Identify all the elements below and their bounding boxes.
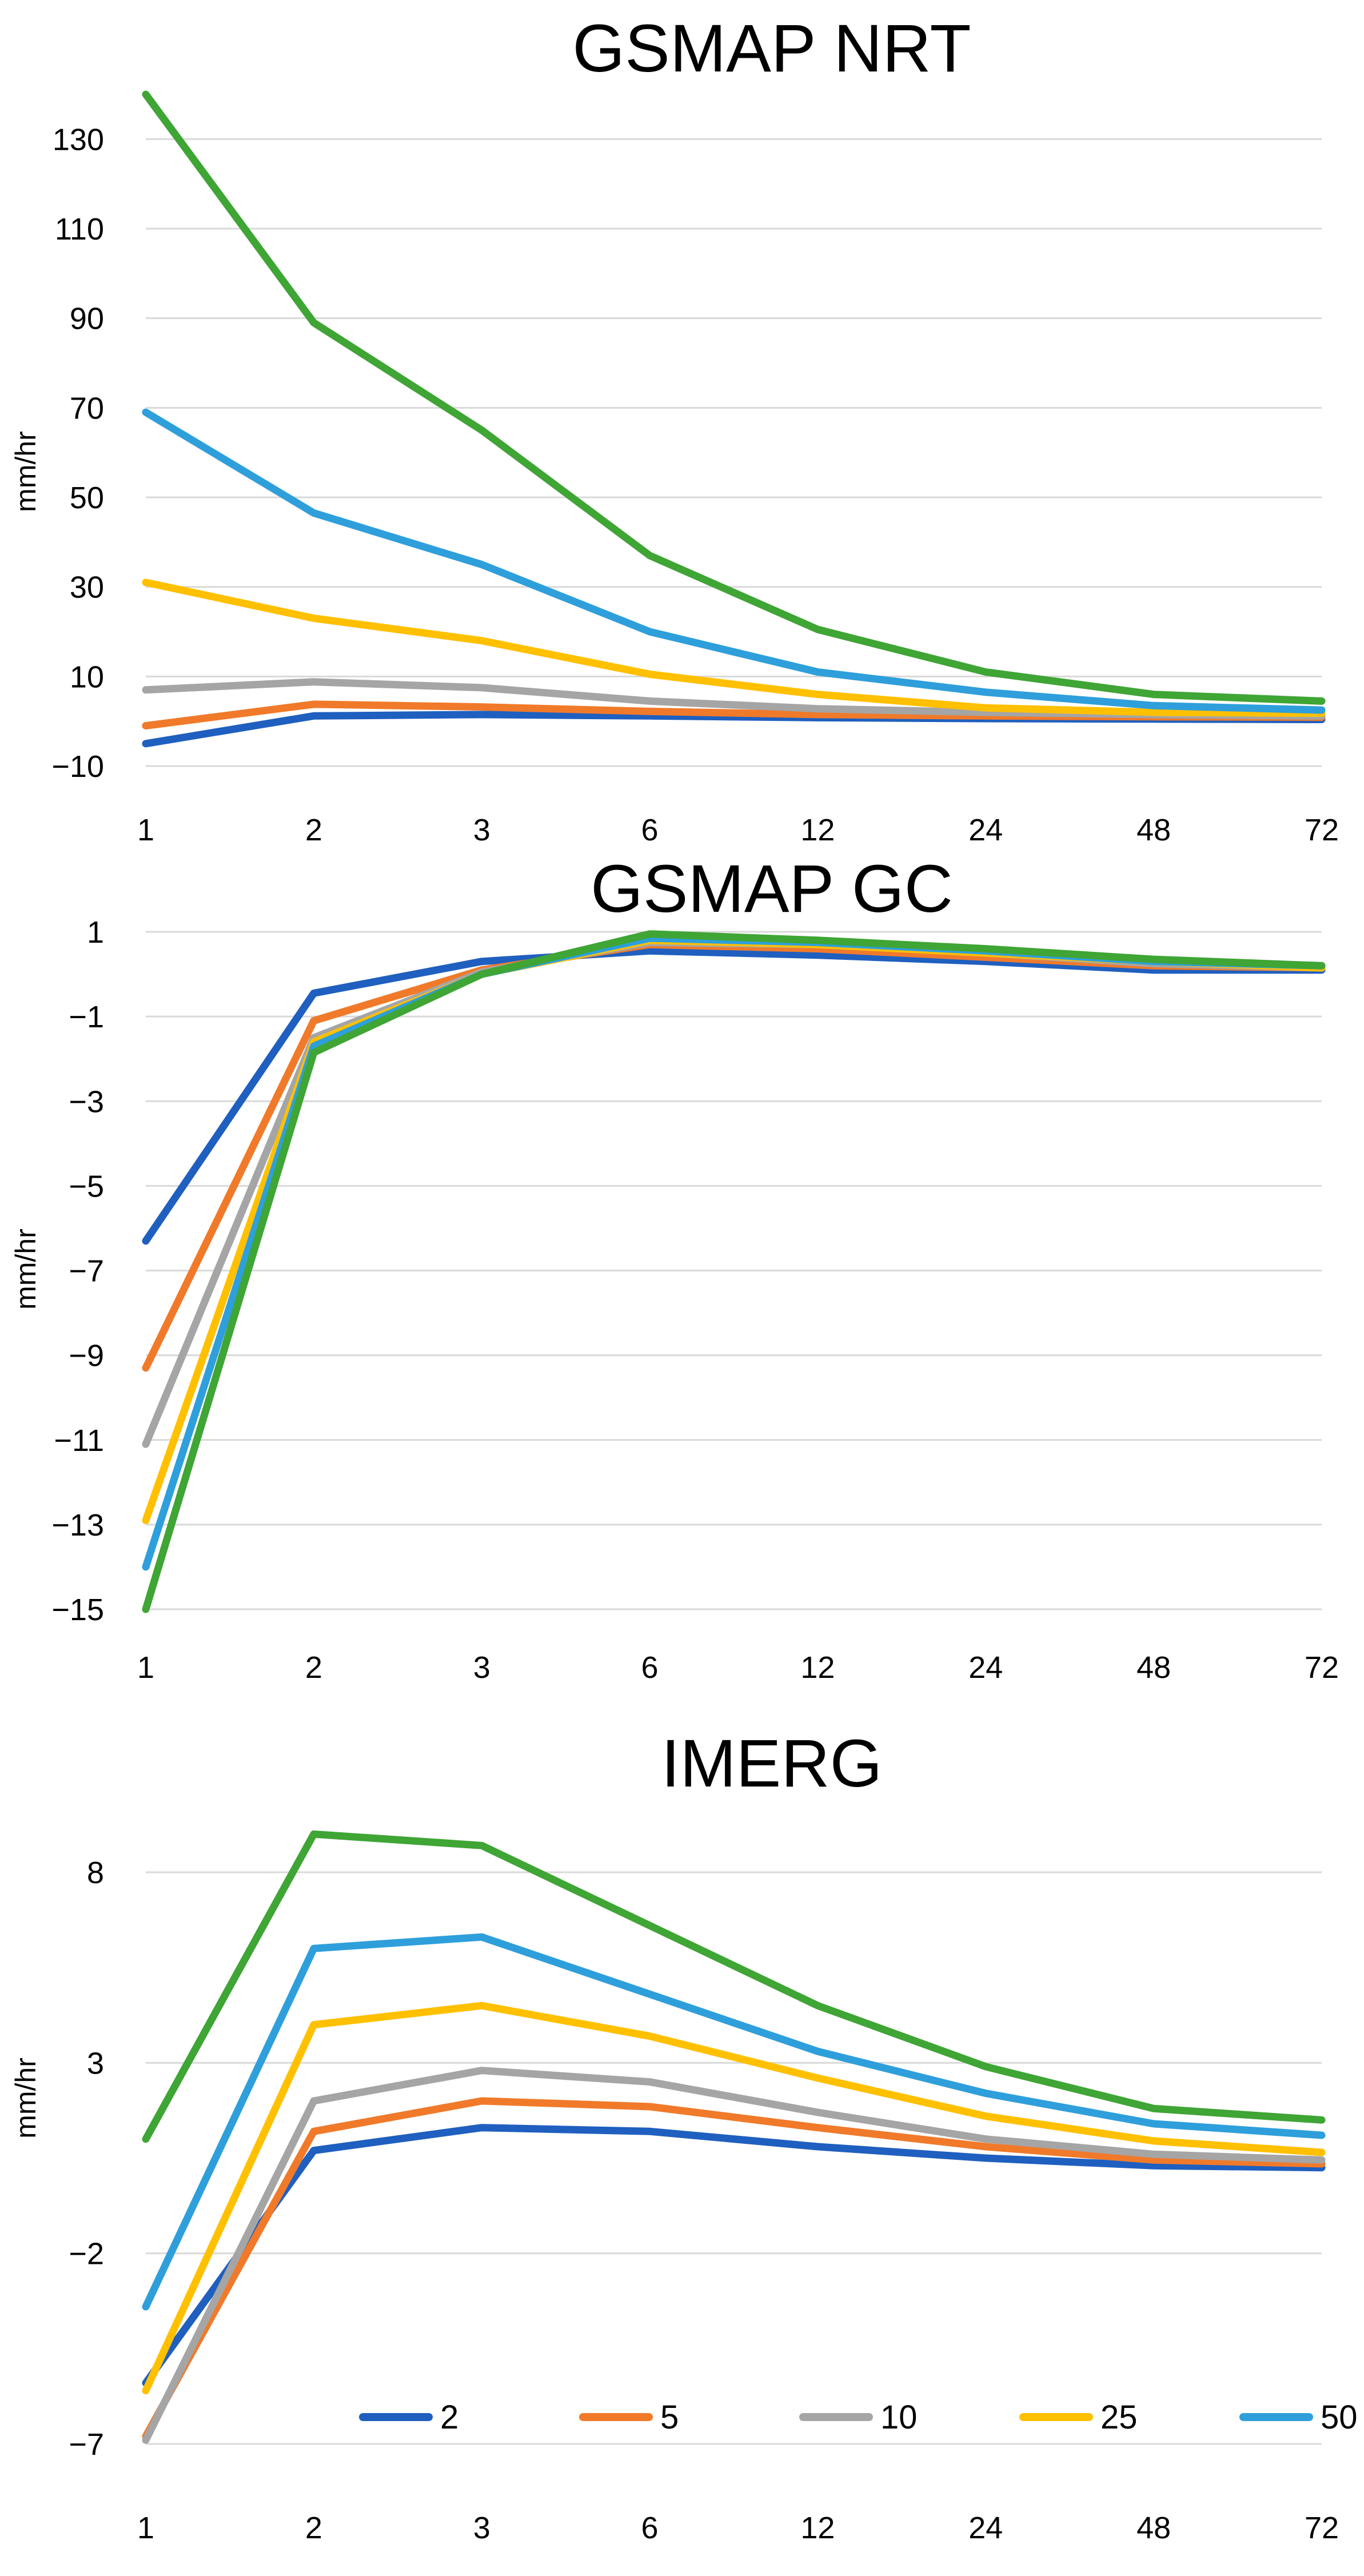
x-tick-label: 1 [137,813,154,847]
chart-title: IMERG [661,1726,883,1801]
y-tick-label: −11 [54,1423,104,1458]
x-tick-label: 2 [305,1650,322,1685]
x-tick-label: 48 [1136,1650,1171,1685]
series-line-50 [142,408,1326,714]
legend-label-50: 50 [1321,2399,1358,2436]
x-tick-label: 12 [800,1650,835,1685]
series-line-10 [142,2067,1326,2444]
y-tick-label: −7 [69,1254,104,1289]
legend-label-25: 25 [1100,2399,1138,2436]
y-tick-label: −13 [51,1508,104,1542]
x-tick-label: 12 [800,813,835,847]
series-line-5 [142,940,1326,1372]
series-line-2 [142,947,1326,1245]
y-tick-label: 50 [70,481,104,515]
y-tick-label: 30 [70,571,104,605]
x-tick-label: 1 [137,2511,154,2545]
series-line-100 [142,930,1326,1613]
x-tick-label: 2 [305,813,322,847]
y-tick-label: −7 [69,2427,104,2462]
x-tick-label: 72 [1305,1650,1339,1685]
y-tick-label: 10 [70,660,104,694]
series-line-5 [142,2097,1326,2441]
legend-label-5: 5 [660,2399,679,2436]
series-line-25 [142,2001,1326,2395]
x-tick-label: 48 [1136,2511,1171,2545]
y-tick-label: 1 [87,915,104,950]
y-tick-label: −3 [69,1084,104,1119]
y-tick-label: 70 [70,391,104,425]
x-tick-label: 3 [473,813,490,847]
series-line-25 [142,936,1326,1524]
series-line-2 [142,2124,1326,2387]
y-tick-label: −5 [69,1169,104,1203]
chart-title: GSMAP NRT [572,11,971,86]
series-line-50 [142,1933,1326,2311]
series-line-100 [142,90,1326,705]
y-axis-label: mm/hr [10,2057,42,2139]
x-tick-label: 6 [641,813,659,847]
y-tick-label: −10 [51,749,104,784]
y-tick-label: 110 [55,212,104,246]
x-tick-label: 3 [473,1650,490,1685]
y-tick-label: 8 [87,1856,104,1890]
legend: 25102550100 [359,2399,1358,2436]
x-tick-label: 1 [137,1650,154,1685]
x-tick-label: 6 [641,1650,659,1685]
legend-label-2: 2 [440,2399,458,2436]
x-tick-label: 72 [1305,2511,1339,2545]
x-tick-label: 12 [800,2511,835,2545]
series-line-100 [142,1830,1326,2143]
y-tick-label: −15 [51,1593,104,1627]
y-axis-label: mm/hr [10,1229,42,1310]
legend-label-10: 10 [880,2399,918,2436]
y-tick-label: −2 [69,2237,104,2271]
y-tick-label: 3 [87,2046,104,2080]
x-tick-label: 3 [473,2511,490,2545]
x-tick-label: 24 [968,813,1003,847]
x-tick-label: 24 [968,1650,1003,1685]
series-line-25 [142,579,1326,717]
y-tick-label: −1 [69,1000,104,1034]
y-tick-label: −9 [69,1339,104,1373]
x-tick-label: 48 [1136,813,1171,847]
y-axis-label: mm/hr [10,431,42,512]
y-tick-label: 130 [53,122,104,157]
x-tick-label: 24 [968,2511,1003,2545]
x-tick-label: 6 [641,2511,659,2545]
chart-title: GSMAP GC [591,851,953,927]
x-tick-label: 72 [1305,813,1339,847]
x-tick-label: 2 [305,2511,322,2545]
y-tick-label: 90 [70,302,104,336]
